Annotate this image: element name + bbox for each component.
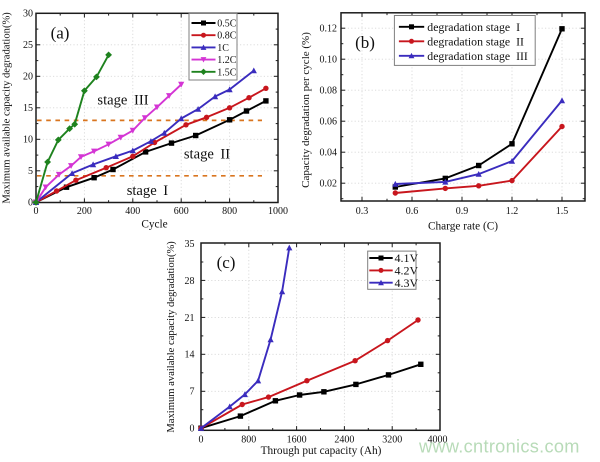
svg-text:25: 25 xyxy=(23,40,33,51)
svg-text:www.cntronics.com: www.cntronics.com xyxy=(418,437,580,457)
svg-text:Maximum available capacity deg: Maximum available capacity degradation(%… xyxy=(2,12,13,204)
svg-text:1.5C: 1.5C xyxy=(217,67,237,78)
svg-text:stage III: stage III xyxy=(97,93,148,109)
svg-text:200: 200 xyxy=(77,206,92,217)
svg-text:0: 0 xyxy=(190,424,195,435)
svg-text:0.02: 0.02 xyxy=(320,179,338,190)
svg-text:800: 800 xyxy=(241,435,256,446)
svg-text:35: 35 xyxy=(185,239,195,250)
svg-text:4.3V: 4.3V xyxy=(395,276,419,290)
svg-text:degradation stage III: degradation stage III xyxy=(427,49,528,63)
svg-text:5: 5 xyxy=(28,166,33,177)
svg-text:0.04: 0.04 xyxy=(320,148,338,159)
svg-text:1.5: 1.5 xyxy=(556,206,569,217)
svg-text:(b): (b) xyxy=(355,33,375,52)
svg-text:0.5C: 0.5C xyxy=(217,19,237,30)
svg-text:1C: 1C xyxy=(217,43,229,54)
svg-text:0: 0 xyxy=(199,435,204,446)
svg-text:1000: 1000 xyxy=(268,206,288,217)
svg-text:(a): (a) xyxy=(51,23,70,42)
svg-text:0.12: 0.12 xyxy=(320,24,338,35)
svg-text:1.2: 1.2 xyxy=(506,206,519,217)
svg-text:0.3: 0.3 xyxy=(356,206,369,217)
svg-text:0.10: 0.10 xyxy=(320,55,338,66)
svg-text:Cycle: Cycle xyxy=(141,218,167,230)
svg-text:2400: 2400 xyxy=(334,435,354,446)
svg-text:20: 20 xyxy=(23,72,33,83)
svg-text:0: 0 xyxy=(28,198,33,209)
svg-text:3200: 3200 xyxy=(382,435,402,446)
svg-text:0.06: 0.06 xyxy=(320,117,338,128)
svg-text:Maximum available capacity deg: Maximum available capacity degradation(%… xyxy=(166,241,177,433)
svg-text:(c): (c) xyxy=(217,253,236,272)
svg-text:0.9: 0.9 xyxy=(456,206,469,217)
svg-text:400: 400 xyxy=(125,206,140,217)
svg-text:15: 15 xyxy=(23,103,33,114)
svg-text:14: 14 xyxy=(185,350,195,361)
svg-text:800: 800 xyxy=(222,206,237,217)
svg-text:stage I: stage I xyxy=(127,183,169,199)
svg-text:Charge rate (C): Charge rate (C) xyxy=(428,221,498,233)
svg-text:1600: 1600 xyxy=(287,435,307,446)
svg-text:degradation stage I: degradation stage I xyxy=(427,20,520,34)
svg-text:10: 10 xyxy=(23,135,33,146)
svg-text:stage II: stage II xyxy=(184,147,230,163)
svg-text:21: 21 xyxy=(185,313,195,324)
svg-text:4.1V: 4.1V xyxy=(395,251,419,265)
svg-text:4.2V: 4.2V xyxy=(395,264,419,278)
svg-text:1.2C: 1.2C xyxy=(217,55,237,66)
svg-text:degradation stage II: degradation stage II xyxy=(427,34,524,48)
svg-text:0.08: 0.08 xyxy=(320,86,338,97)
svg-text:7: 7 xyxy=(190,387,195,398)
svg-text:0.6: 0.6 xyxy=(406,206,419,217)
svg-text:0: 0 xyxy=(34,206,39,217)
svg-text:600: 600 xyxy=(174,206,189,217)
svg-text:4000: 4000 xyxy=(428,435,448,446)
svg-text:Capacity degradation per cycle: Capacity degradation per cycle (%) xyxy=(300,32,312,188)
svg-text:Through put capacity (Ah): Through put capacity (Ah) xyxy=(261,445,382,457)
svg-text:30: 30 xyxy=(23,9,33,20)
svg-text:28: 28 xyxy=(185,276,195,287)
svg-text:0.8C: 0.8C xyxy=(217,31,237,42)
